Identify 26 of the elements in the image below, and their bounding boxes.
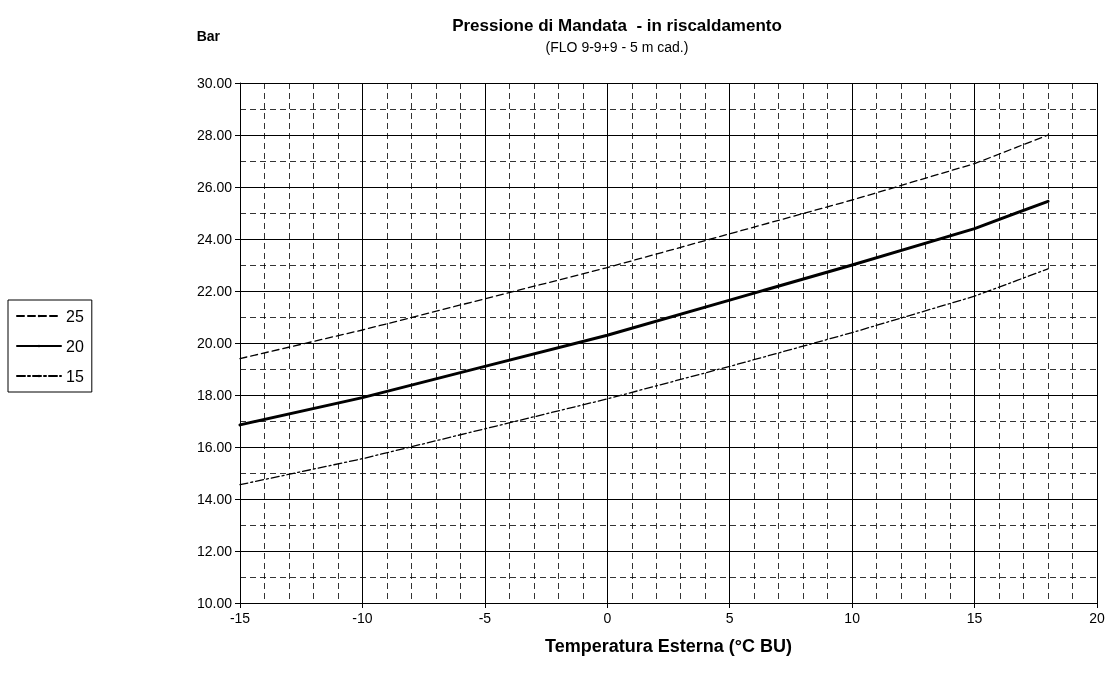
y-axis-title: Bar (196, 28, 221, 44)
y-tick-label: 26.00 (196, 179, 233, 195)
y-tick-label: 16.00 (196, 439, 233, 455)
x-axis-title: Temperatura Esterna (°C BU) (545, 636, 792, 656)
legend-label: 15 (66, 367, 84, 385)
x-tick-label: -5 (478, 610, 492, 626)
y-tick-label: 12.00 (196, 543, 233, 559)
y-tick-label: 30.00 (196, 75, 233, 91)
y-tick-label: 14.00 (196, 491, 233, 507)
y-tick-label: 18.00 (196, 387, 233, 403)
chart-subtitle: (FLO 9-9+9 - 5 m cad.) (545, 39, 689, 55)
y-tick-label: 22.00 (196, 283, 233, 299)
x-tick-label: -15 (229, 610, 251, 626)
x-tick-label: -10 (352, 610, 373, 626)
legend-label: 25 (66, 307, 84, 325)
y-tick-label: 28.00 (196, 127, 233, 143)
y-tick-label: 10.00 (196, 595, 233, 611)
x-tick-label: 0 (603, 610, 612, 626)
x-tick-label: 5 (725, 610, 734, 626)
x-tick-label: 10 (844, 610, 861, 626)
legend-label: 20 (66, 337, 84, 355)
y-tick-label: 20.00 (196, 335, 233, 351)
y-tick-label: 24.00 (196, 231, 233, 247)
x-tick-label: 15 (966, 610, 983, 626)
chart-title: Pressione di Mandata - in riscaldamento (452, 16, 782, 35)
x-tick-label: 20 (1089, 610, 1105, 626)
